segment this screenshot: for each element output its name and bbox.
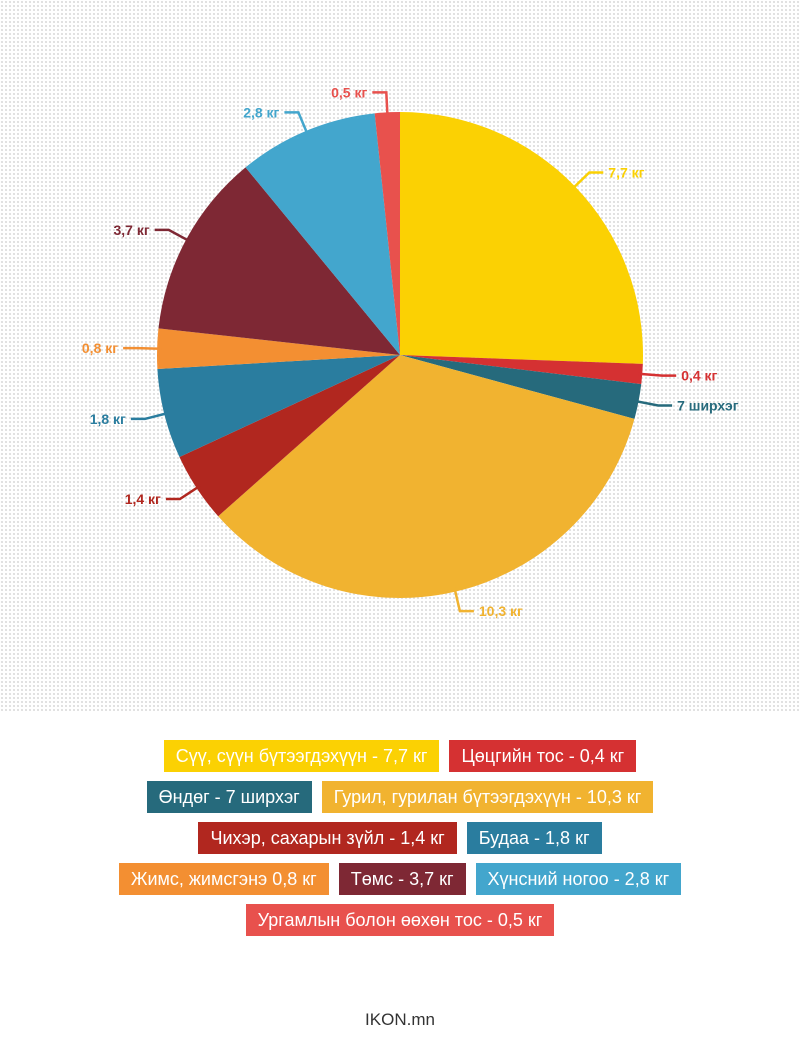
pie-slice xyxy=(157,355,400,457)
legend-row: Сүү, сүүн бүтээгдэхүүн - 7,7 кг Цөцгийн т… xyxy=(0,740,800,772)
legend-item: Гурил, гурилан бүтээгдэхүүн - 10,3 кг xyxy=(321,781,654,813)
pie-chart: 7,7 кг 0,4 кг 7 ширхэг 10,3 кг 1,4 кг 1,8 кг 0… xyxy=(82,84,739,619)
slice-leader-line xyxy=(154,228,191,243)
legend-item: Сүү, сүүн бүтээгдэхүүн - 7,7 кг xyxy=(163,740,440,772)
pie-slice xyxy=(400,355,643,385)
slice-leader-line xyxy=(165,484,201,501)
slice-value-label: 10,3 кг xyxy=(479,603,523,619)
slice-leader-line xyxy=(571,171,604,190)
pie-slice xyxy=(245,113,400,355)
legend-item: Төмс - 3,7 кг xyxy=(338,863,466,895)
slice-leader-line xyxy=(372,91,389,117)
slice-value-label: 0,8 кг xyxy=(82,340,118,356)
slice-value-label: 1,8 кг xyxy=(90,411,126,427)
legend-item: Хүнсний ногоо - 2,8 кг xyxy=(475,863,682,895)
slice-leader-line xyxy=(130,411,169,421)
legend-item: Өндөг - 7 ширхэг xyxy=(146,781,312,813)
slice-value-label: 0,4 кг xyxy=(681,368,717,384)
slice-value-label: 7 ширхэг xyxy=(677,398,739,414)
slice-leader-line xyxy=(453,587,474,613)
pie-slice xyxy=(218,355,635,598)
legend-item: Цөцгийн тос - 0,4 кг xyxy=(449,740,637,772)
slice-value-label: 2,8 кг xyxy=(243,104,279,120)
slice-leader-line xyxy=(634,399,673,407)
pie-slice xyxy=(400,355,642,419)
pie-slice xyxy=(374,112,400,355)
source-credit: IKON.mn xyxy=(365,1010,435,1029)
slice-value-label: 1,4 кг xyxy=(125,491,161,507)
slice-value-label: 0,5 кг xyxy=(331,84,367,100)
slice-value-label: 7,7 кг xyxy=(608,165,644,181)
pie-slice xyxy=(157,328,400,369)
legend-item: Ургамлын болон өөхөн тос - 0,5 кг xyxy=(245,904,555,936)
chart-area: 7,7 кг 0,4 кг 7 ширхэг 10,3 кг 1,4 кг 1,8 кг 0… xyxy=(0,0,800,712)
legend-item: Чихэр, сахарын зүйл - 1,4 кг xyxy=(198,822,457,854)
slice-value-label: 3,7 кг xyxy=(113,222,149,238)
slice-leader-line xyxy=(638,372,677,377)
legend-row: Чихэр, сахарын зүйл - 1,4 кг Будаа - 1,8 … xyxy=(0,822,800,854)
legend-row: Жимс, жимсгэнэ 0,8 кг Төмс - 3,7 кг Хүнсни… xyxy=(0,863,800,895)
legend: Сүү, сүүн бүтээгдэхүүн - 7,7 кг Цөцгийн т… xyxy=(0,740,800,945)
legend-row: Өндөг - 7 ширхэг Гурил, гурилан бүтээгдэх… xyxy=(0,781,800,813)
pie-slice xyxy=(179,355,400,517)
pie-slice xyxy=(158,167,400,355)
legend-item: Будаа - 1,8 кг xyxy=(466,822,602,854)
slice-leader-line xyxy=(123,346,162,351)
legend-item: Жимс, жимсгэнэ 0,8 кг xyxy=(118,863,329,895)
pie-slice xyxy=(400,112,644,364)
legend-row: Ургамлын болон өөхөн тос - 0,5 кг xyxy=(0,904,800,936)
slice-leader-line xyxy=(284,111,309,136)
